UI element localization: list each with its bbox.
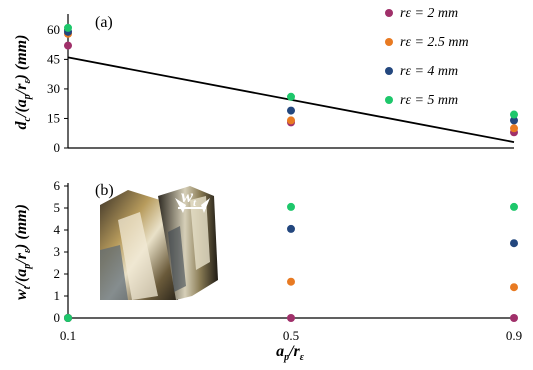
legend-entry: rε = 2 mm bbox=[400, 6, 458, 21]
data-point-series-1 bbox=[64, 41, 72, 50]
y-tick-label: 30 bbox=[47, 81, 60, 96]
x-axis-title: ap/rε bbox=[276, 343, 305, 363]
panel-b: 0 1 2 3 4 5 6 0.1 0.5 0.9 bbox=[13, 178, 522, 363]
data-point-series-4 bbox=[510, 202, 518, 211]
y-tick-label: 0 bbox=[54, 140, 61, 155]
data-point-series-3 bbox=[287, 224, 295, 233]
legend: rε = 2 mm rε = 2.5 mm rε = 4 mm rε = 5 mm bbox=[385, 6, 469, 108]
x-tick-label: 0.1 bbox=[60, 328, 76, 343]
panel-a-label: (a) bbox=[95, 14, 113, 31]
legend-marker bbox=[385, 38, 393, 46]
panel-b-y-axis-title: wt/(ap/rε) (mm) bbox=[13, 204, 33, 300]
y-tick-label: 15 bbox=[47, 110, 60, 125]
data-point-series-3 bbox=[510, 116, 518, 125]
data-point-series-2 bbox=[510, 283, 518, 292]
data-point-series-4 bbox=[287, 92, 295, 101]
legend-marker bbox=[385, 67, 393, 75]
inset-wt-label: wt bbox=[181, 186, 197, 209]
y-tick-label: 6 bbox=[54, 178, 61, 193]
data-point-series-1 bbox=[510, 314, 518, 322]
data-point-series-3 bbox=[510, 239, 518, 248]
x-tick-label: 0.9 bbox=[506, 328, 522, 343]
y-tick-label: 2 bbox=[54, 266, 61, 281]
data-point-series-1 bbox=[287, 314, 295, 322]
y-tick-label: 0 bbox=[54, 310, 61, 325]
y-tick-label: 5 bbox=[54, 200, 61, 215]
legend-entry: rε = 2.5 mm bbox=[400, 35, 469, 50]
data-point-series-3 bbox=[287, 106, 295, 115]
inset-photo: wt bbox=[100, 180, 218, 302]
legend-marker bbox=[385, 9, 393, 17]
y-tick-label: 4 bbox=[54, 222, 61, 237]
y-tick-label: 3 bbox=[54, 244, 61, 259]
data-point-series-4 bbox=[287, 202, 295, 211]
y-tick-label: 60 bbox=[47, 22, 60, 37]
legend-entry: rε = 5 mm bbox=[400, 93, 458, 108]
data-point-series-4 bbox=[510, 110, 518, 119]
x-tick-label: 0.5 bbox=[283, 328, 299, 343]
data-point-series-2 bbox=[287, 116, 295, 125]
data-point-series-2 bbox=[510, 124, 518, 133]
panel-a: 0 15 30 45 60 (a) dc/(ap/rε) (mm) bbox=[13, 14, 518, 155]
panel-a-y-axis-title: dc/(ap/rε) (mm) bbox=[13, 35, 33, 130]
legend-entry: rε = 4 mm bbox=[400, 64, 458, 79]
data-point-series-4 bbox=[64, 23, 72, 32]
y-tick-label: 45 bbox=[47, 51, 60, 66]
y-tick-label: 1 bbox=[54, 288, 61, 303]
legend-marker bbox=[385, 96, 393, 104]
panel-b-label: (b) bbox=[95, 182, 114, 199]
data-point-series-2 bbox=[287, 277, 295, 286]
data-point-series-4 bbox=[64, 314, 72, 322]
